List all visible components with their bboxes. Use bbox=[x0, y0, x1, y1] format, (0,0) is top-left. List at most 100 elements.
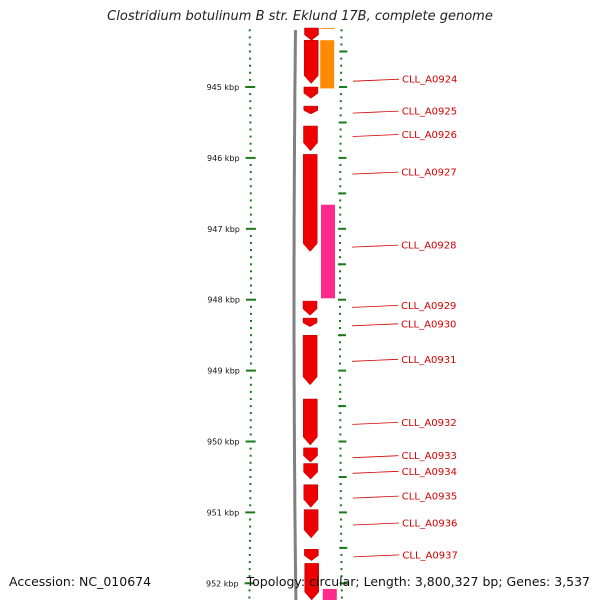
cds-feature-arrow bbox=[302, 154, 318, 252]
gene-label: CLL_A0929 bbox=[401, 301, 456, 312]
minor-tick-right bbox=[340, 57, 343, 60]
minor-tick-left bbox=[249, 213, 252, 216]
tick-label: 946 kbp bbox=[207, 154, 240, 163]
minor-tick-right bbox=[339, 93, 342, 96]
gene-label: CLL_A0934 bbox=[402, 467, 457, 478]
minor-tick-right bbox=[339, 454, 342, 457]
minor-tick-left bbox=[249, 490, 252, 493]
major-tick-group: 945 kbp 946 kbp 947 kbp 948 kbp 949 kbp 950 k… bbox=[206, 83, 256, 588]
minor-tick-right bbox=[339, 412, 342, 415]
pink-feature-block bbox=[322, 589, 337, 600]
minor-tick-left bbox=[249, 199, 252, 202]
minor-tick-left bbox=[249, 107, 252, 110]
cds-feature-arrow bbox=[303, 484, 319, 508]
gene-leader-line bbox=[351, 323, 399, 327]
minor-tick-right bbox=[339, 199, 342, 202]
cds-feature-arrow bbox=[302, 317, 318, 327]
minor-tick-right bbox=[339, 213, 342, 216]
gene-label: CLL_A0933 bbox=[402, 451, 457, 462]
gene-leader-line bbox=[352, 495, 399, 499]
minor-tick-left bbox=[249, 93, 252, 96]
minor-tick-left bbox=[250, 284, 252, 287]
gene-label: CLL_A0924 bbox=[402, 75, 457, 86]
minor-tick-right bbox=[339, 426, 342, 429]
minor-tick-left bbox=[249, 518, 252, 521]
minor-tick-right bbox=[339, 305, 341, 308]
minor-tick-left bbox=[248, 553, 251, 556]
gene-leader-line bbox=[352, 470, 399, 474]
minor-tick-left bbox=[248, 561, 251, 563]
minor-tick-left bbox=[249, 206, 252, 209]
minor-tick-right bbox=[339, 341, 341, 344]
tick-label: 945 kbp bbox=[207, 83, 240, 92]
cds-feature-arrow bbox=[303, 447, 318, 463]
minor-tick-right bbox=[339, 468, 342, 471]
minor-tick-right bbox=[339, 114, 342, 117]
minor-tick-left bbox=[249, 142, 252, 145]
minor-tick-left bbox=[249, 178, 252, 181]
minor-tick-right bbox=[340, 561, 343, 563]
minor-tick-left bbox=[249, 121, 252, 124]
minor-tick-right bbox=[339, 277, 341, 280]
minor-tick-left bbox=[248, 568, 251, 571]
minor-tick-left bbox=[249, 100, 252, 103]
tick-label: 948 kbp bbox=[207, 296, 240, 305]
minor-tick-left bbox=[250, 263, 252, 266]
minor-tick-right bbox=[339, 383, 342, 386]
minor-tick-right bbox=[339, 284, 341, 287]
minor-tick-right bbox=[340, 575, 343, 578]
minor-tick-left bbox=[249, 171, 252, 174]
minor-tick-left bbox=[248, 575, 251, 578]
minor-tick-left bbox=[249, 355, 252, 358]
minor-tick-left bbox=[248, 36, 251, 39]
minor-tick-right bbox=[339, 234, 342, 237]
minor-tick-left bbox=[249, 468, 252, 471]
cds-feature-arrow bbox=[304, 549, 319, 561]
minor-tick-right bbox=[339, 128, 342, 131]
minor-tick-left bbox=[249, 192, 252, 195]
minor-tick-right bbox=[339, 185, 342, 188]
minor-tick-right bbox=[339, 461, 342, 464]
minor-tick-right bbox=[339, 149, 342, 152]
gene-label: CLL_A0935 bbox=[402, 492, 457, 503]
minor-tick-left bbox=[249, 525, 252, 528]
minor-tick-left bbox=[249, 476, 252, 478]
minor-tick-left bbox=[249, 185, 252, 188]
cds-feature-arrow bbox=[303, 86, 319, 99]
gene-label: CLL_A0930 bbox=[401, 319, 456, 330]
gene-leader-line bbox=[352, 171, 399, 175]
minor-tick-left bbox=[249, 383, 252, 386]
minor-tick-right bbox=[339, 376, 342, 379]
minor-tick-left bbox=[250, 348, 252, 351]
minor-tick-right bbox=[339, 256, 341, 259]
minor-tick-right bbox=[339, 433, 342, 436]
cds-feature-arrow bbox=[303, 509, 319, 539]
minor-tick-right bbox=[340, 71, 343, 74]
minor-tick-left bbox=[248, 589, 251, 592]
minor-tick-left bbox=[249, 419, 252, 422]
minor-tick-right bbox=[339, 291, 341, 294]
minor-tick-left bbox=[249, 64, 251, 67]
minor-tick-left bbox=[250, 312, 252, 315]
minor-tick-right bbox=[339, 249, 342, 252]
minor-tick-right bbox=[340, 589, 343, 592]
cds-feature-arrow bbox=[303, 39, 319, 84]
minor-tick-right bbox=[340, 29, 343, 32]
cds-feature-arrow bbox=[302, 334, 318, 386]
minor-tick-left bbox=[249, 461, 252, 464]
minor-tick-left bbox=[250, 334, 252, 337]
minor-tick-right bbox=[339, 270, 341, 273]
cds-feature-arrow bbox=[304, 563, 319, 600]
minor-tick-right bbox=[339, 490, 342, 493]
gene-leader-line bbox=[351, 305, 399, 308]
minor-tick-left bbox=[249, 149, 252, 152]
minor-tick-right bbox=[339, 164, 342, 166]
tick-label: 951 kbp bbox=[207, 508, 240, 517]
minor-tick-right bbox=[340, 532, 343, 535]
minor-tick-group bbox=[248, 29, 348, 599]
gene-label: CLL_A0925 bbox=[402, 107, 457, 118]
minor-tick-left bbox=[249, 220, 252, 223]
minor-tick-right bbox=[340, 553, 343, 556]
